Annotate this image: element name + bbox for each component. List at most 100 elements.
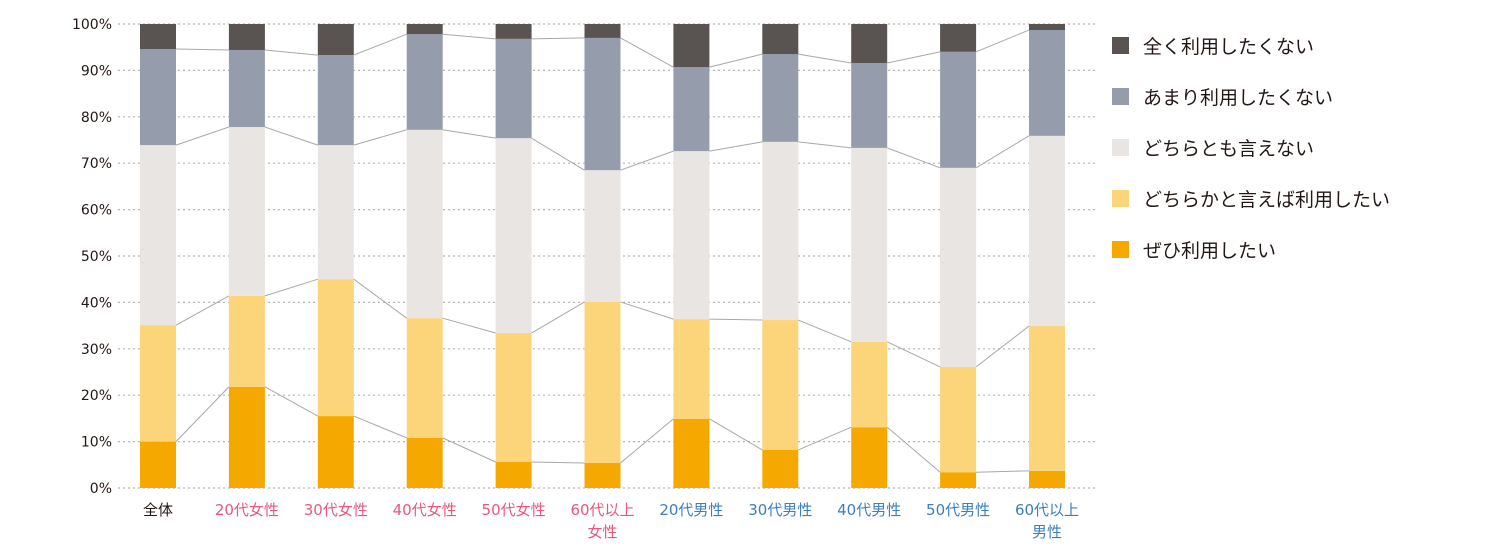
legend-label: 全く利用したくない: [1143, 36, 1315, 58]
connector-line: [886, 426, 941, 473]
connector-line: [709, 318, 763, 321]
bar-segment: [762, 141, 799, 321]
legend-swatch: [1112, 241, 1129, 258]
y-tick-label: 30%: [81, 342, 112, 358]
connector-line: [886, 341, 941, 368]
bar-segment: [762, 449, 799, 488]
bar-segment: [1029, 24, 1065, 31]
connector-line: [709, 53, 763, 68]
bar-segment: [495, 138, 532, 334]
y-tick-label: 10%: [81, 435, 112, 451]
x-tick-label: 60代以上: [1015, 501, 1079, 519]
legend-label: あまり利用したくない: [1143, 87, 1334, 109]
connector-line: [620, 418, 674, 464]
bar-segment: [228, 127, 265, 296]
legend-label: どちらかと言えば利用したい: [1143, 189, 1391, 211]
connector-line: [531, 461, 585, 464]
legend-label: ぜひ利用したい: [1143, 240, 1277, 262]
bar-segment: [673, 67, 710, 152]
x-tick-label: 40代男性: [837, 501, 901, 519]
bar-segment: [317, 24, 354, 56]
bar-segment: [495, 38, 532, 139]
bar-segment: [317, 416, 354, 488]
connector-line: [353, 278, 407, 319]
connector-line: [442, 33, 496, 40]
legend-item: どちらかと言えば利用したい: [1112, 173, 1390, 224]
bar-segment: [584, 301, 621, 463]
y-tick-label: 70%: [81, 156, 112, 172]
bar-segment: [228, 386, 265, 488]
bar-segment: [406, 437, 443, 488]
connector-line: [442, 437, 496, 463]
connector-line: [976, 470, 1030, 473]
legend-item: 全く利用したくない: [1112, 20, 1390, 71]
bar-segment: [1029, 326, 1065, 471]
bar-segment: [584, 462, 621, 488]
bar-segment: [851, 427, 888, 488]
connector-line: [353, 33, 407, 56]
bar-segment: [851, 62, 888, 148]
bar-segment: [1029, 30, 1065, 136]
connector-line: [353, 129, 407, 146]
y-tick-label: 40%: [81, 295, 112, 311]
bar-segment: [940, 51, 977, 168]
connector-line: [620, 150, 674, 171]
connector-line: [887, 147, 941, 169]
legend-swatch: [1112, 190, 1129, 207]
connector-line: [531, 301, 585, 334]
bar-segment: [495, 24, 532, 39]
bar-segment: [140, 441, 176, 488]
y-tick-label: 90%: [81, 63, 112, 79]
bar-segment: [228, 24, 265, 50]
bar-segment: [940, 167, 977, 367]
connector-line: [709, 141, 763, 152]
bar-segment: [762, 54, 799, 142]
connector-line: [442, 129, 496, 139]
bar-segment: [140, 145, 176, 326]
connector-line: [798, 141, 852, 149]
legend-item: ぜひ利用したい: [1112, 224, 1390, 275]
bar-segment: [317, 279, 354, 417]
connector-line: [531, 37, 585, 40]
connector-line: [175, 386, 230, 442]
connector-line: [975, 135, 1030, 169]
connector-line: [175, 48, 229, 51]
connector-line: [798, 426, 852, 451]
connector-line: [620, 37, 674, 68]
bar-segment: [584, 37, 621, 171]
x-tick-label: 40代女性: [393, 501, 457, 519]
x-tick-label: 50代女性: [482, 501, 546, 519]
connector-line: [975, 325, 1030, 368]
legend: 全く利用したくない あまり利用したくない どちらとも言えないどちらかと言えば利用した…: [1112, 20, 1390, 275]
connector-line: [264, 126, 318, 146]
x-tick-label: 男性: [1032, 523, 1062, 541]
bar-segment: [317, 55, 354, 146]
bar-segment: [495, 462, 532, 488]
bar-segment: [406, 318, 443, 438]
bar-segment: [406, 24, 443, 35]
legend-label: どちらとも言えない: [1143, 138, 1315, 160]
bar-segment: [940, 24, 977, 52]
connector-line: [620, 301, 674, 320]
connector-line: [442, 317, 496, 334]
bar-segment: [673, 24, 710, 68]
bar-segment: [140, 49, 176, 146]
bar-segment: [851, 147, 888, 342]
bar-segment: [673, 151, 710, 320]
connector-line: [798, 53, 852, 64]
connector-line: [175, 126, 230, 146]
bar-segment: [584, 24, 621, 38]
legend-swatch: [1112, 88, 1129, 105]
x-tick-label: 全体: [143, 501, 173, 519]
bar-segment: [228, 295, 265, 387]
connector-line: [264, 386, 319, 417]
y-tick-label: 20%: [81, 388, 112, 404]
y-tick-label: 80%: [81, 110, 112, 126]
x-tick-label: 20代男性: [659, 501, 723, 519]
connector-line: [798, 319, 852, 343]
bar-segment: [406, 34, 443, 130]
bar-segment: [940, 472, 977, 488]
connector-line: [531, 137, 585, 171]
x-tick-label: 30代女性: [304, 501, 368, 519]
bar-segment: [673, 319, 710, 419]
